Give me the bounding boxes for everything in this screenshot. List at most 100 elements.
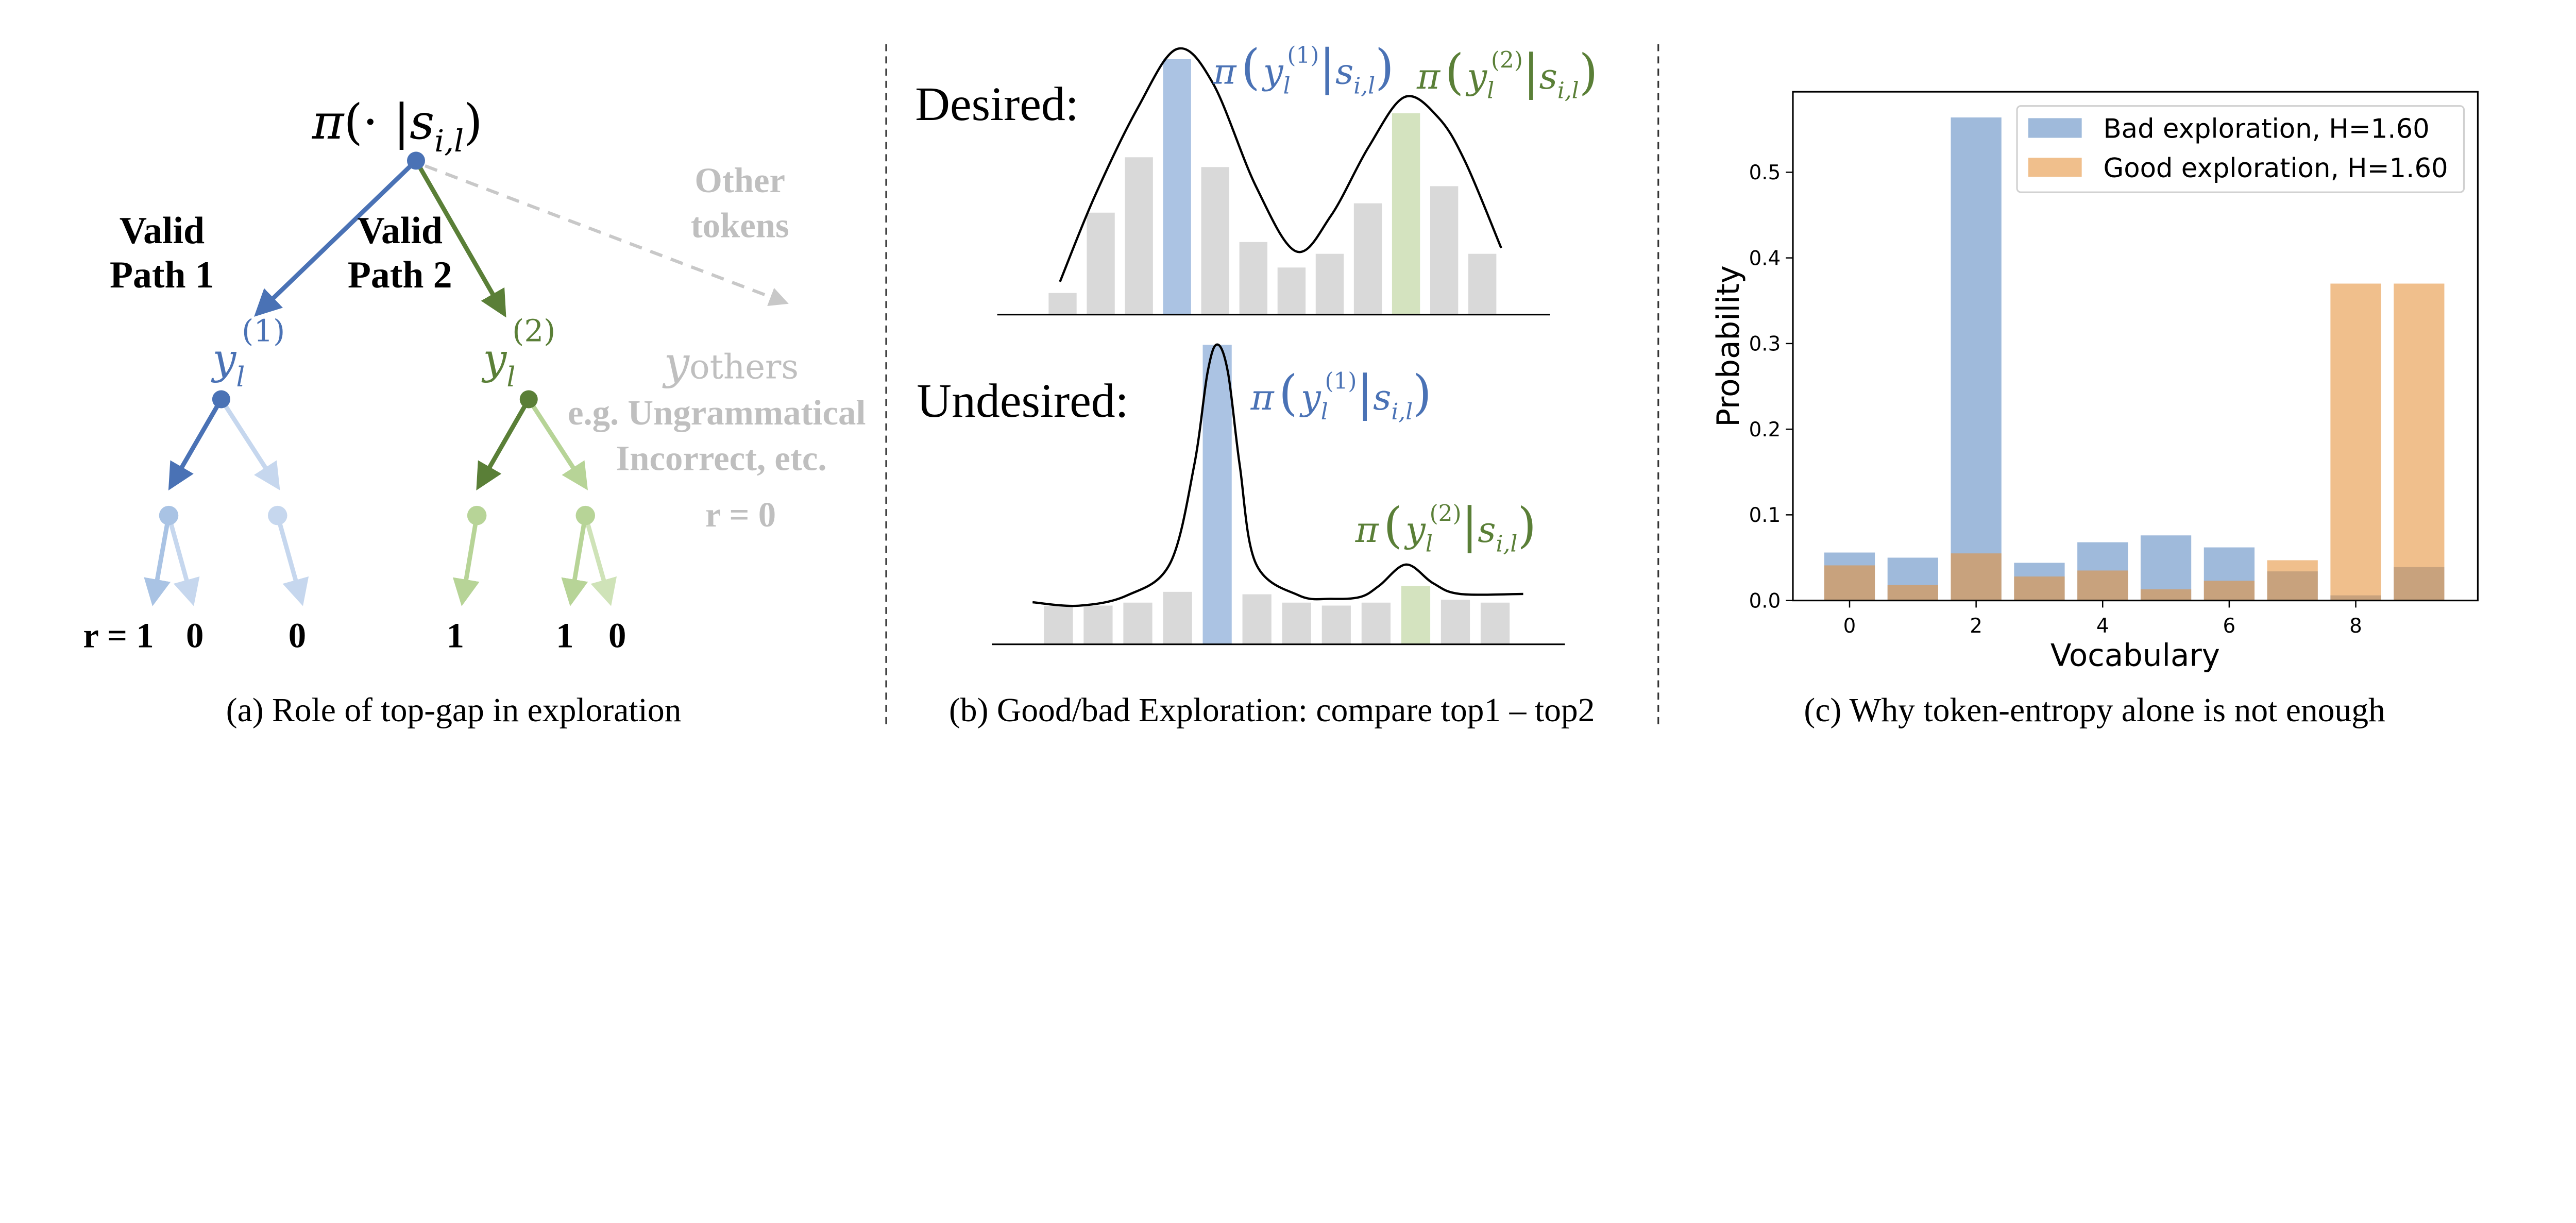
figure: π(· |si,l) Valid Path 1 Valid Path 2 Other…	[83, 40, 2479, 729]
panel-a-tree: π(· |si,l) Valid Path 1 Valid Path 2 Other…	[83, 94, 866, 729]
legend-label-bad: Bad exploration, H=1.60	[2104, 114, 2430, 145]
desired-top2-bar	[1392, 113, 1420, 315]
undesired-top2-prob-label: π(yl(2)|si,l)	[1355, 498, 1536, 557]
good-exploration-bar-5	[2140, 589, 2192, 601]
undesired-bar	[1044, 606, 1073, 644]
undesired-top2-bar	[1401, 586, 1431, 644]
reward-label: 0	[608, 616, 626, 655]
undesired-bar	[1163, 591, 1192, 644]
leaf-node	[268, 505, 287, 525]
undesired-bar	[1440, 600, 1470, 644]
desired-density-curve	[1059, 47, 1502, 282]
reward-label: 1	[447, 616, 464, 655]
desired-bar	[1048, 293, 1077, 315]
reward-label: r = 1	[83, 616, 154, 655]
undesired-bar	[1480, 602, 1510, 644]
edge-leaf	[144, 515, 171, 606]
edge-leaf	[275, 515, 309, 606]
desired-bar	[1353, 203, 1382, 315]
desired-bar	[1430, 186, 1459, 315]
undesired-bar	[1242, 594, 1272, 644]
legend: Bad exploration, H=1.60 Good exploration…	[2016, 105, 2465, 193]
undesired-label: Undesired:	[917, 374, 1128, 428]
y-others-label: yothers	[662, 336, 799, 389]
edge-root-to-y1	[254, 159, 418, 317]
valid-path-2-label: Valid Path 2	[348, 209, 452, 296]
root-policy-label: π(· |si,l)	[312, 94, 483, 159]
y2-node	[519, 390, 538, 409]
y2-label: yl(2)	[481, 314, 556, 393]
legend-swatch-bad	[2028, 118, 2082, 138]
undesired-top1-bar	[1202, 345, 1232, 644]
desired-bar	[1201, 167, 1229, 315]
reward-label: 0	[186, 616, 204, 655]
caption-a: (a) Role of top-gap in exploration	[226, 692, 682, 729]
undesired-bar	[1282, 602, 1311, 644]
x-axis-label: Vocabulary	[2050, 638, 2220, 674]
leaf-node	[467, 505, 487, 525]
desired-label: Desired:	[915, 77, 1079, 131]
edge-y2-left	[476, 398, 531, 490]
y-tick-label: 0.3	[1749, 333, 1781, 356]
good-exploration-bar-2	[1951, 553, 2002, 601]
legend-swatch-good	[2028, 158, 2082, 177]
desired-bar	[1239, 242, 1267, 315]
y1-label: yl(1)	[211, 314, 285, 393]
good-exploration-bar-6	[2204, 581, 2255, 601]
good-exploration-bar-0	[1824, 565, 1875, 601]
good-exploration-bar-3	[2014, 576, 2065, 601]
edge-leaf	[166, 515, 200, 606]
edge-leaf	[561, 515, 588, 606]
x-tick-label: 4	[2096, 615, 2109, 638]
desired-bars	[1048, 59, 1497, 315]
undesired-bar	[1083, 605, 1113, 644]
undesired-density-curve	[1032, 343, 1523, 607]
legend-box	[2016, 105, 2465, 193]
desired-bar	[1087, 212, 1115, 315]
desired-bar	[1125, 157, 1153, 315]
other-tokens-label: Other tokens	[691, 161, 789, 245]
y-tick-label: 0.1	[1749, 504, 1781, 527]
y1-node	[212, 390, 230, 409]
undesired-bars	[1044, 345, 1510, 644]
y-tick-label: 0.5	[1749, 161, 1781, 184]
desired-bar	[1468, 253, 1497, 315]
desired-top2-prob-label: π(yl(2)|si,l)	[1416, 44, 1598, 104]
good-exploration-bar-8	[2330, 283, 2381, 601]
x-tick-label: 6	[2223, 615, 2236, 638]
y-axis-label: Probability	[1711, 265, 1747, 427]
plot-frame	[1792, 91, 2479, 602]
legend-label-good: Good exploration, H=1.60	[2104, 153, 2448, 184]
panel-b-distributions: Desired: Undesired: π(yl(1)|si,l) π(yl(2)…	[915, 40, 1598, 729]
root-node	[407, 151, 425, 170]
leaf-node	[575, 505, 595, 525]
desired-top1-bar	[1163, 59, 1191, 315]
reward-label: 0	[289, 616, 306, 655]
edge-y1-right	[219, 398, 280, 490]
edge-y2-right	[527, 398, 588, 490]
y-tick-label: 0.0	[1749, 589, 1781, 613]
reward-label: 1	[556, 616, 573, 655]
bad-exploration-bar-2	[1951, 117, 2002, 601]
others-description: e.g. Ungrammatical Incorrect, etc.	[568, 393, 866, 478]
edge-y1-left	[168, 398, 224, 490]
undesired-bar	[1361, 602, 1391, 644]
x-tick-label: 8	[2349, 615, 2362, 638]
undesired-top1-prob-label: π(yl(1)|si,l)	[1250, 365, 1432, 425]
y-tick-label: 0.4	[1749, 247, 1781, 270]
valid-path-1-label: Valid Path 1	[110, 209, 214, 296]
edge-leaf	[583, 515, 617, 606]
good-exploration-bar-4	[2077, 570, 2128, 601]
others-reward: r = 0	[705, 495, 776, 534]
desired-bar	[1315, 253, 1344, 315]
undesired-bar	[1123, 602, 1153, 644]
undesired-bar	[1321, 605, 1351, 644]
good-exploration-bar-9	[2394, 283, 2445, 601]
x-tick-label: 2	[1970, 615, 1982, 638]
desired-top1-prob-label: π(yl(1)|si,l)	[1212, 40, 1394, 99]
edge-root-to-y2	[414, 159, 506, 318]
good-exploration-bar-1	[1887, 585, 1938, 601]
good-exploration-bar-7	[2267, 560, 2318, 601]
desired-bar	[1277, 267, 1306, 315]
caption-c: (c) Why token-entropy alone is not enoug…	[1804, 692, 2385, 729]
